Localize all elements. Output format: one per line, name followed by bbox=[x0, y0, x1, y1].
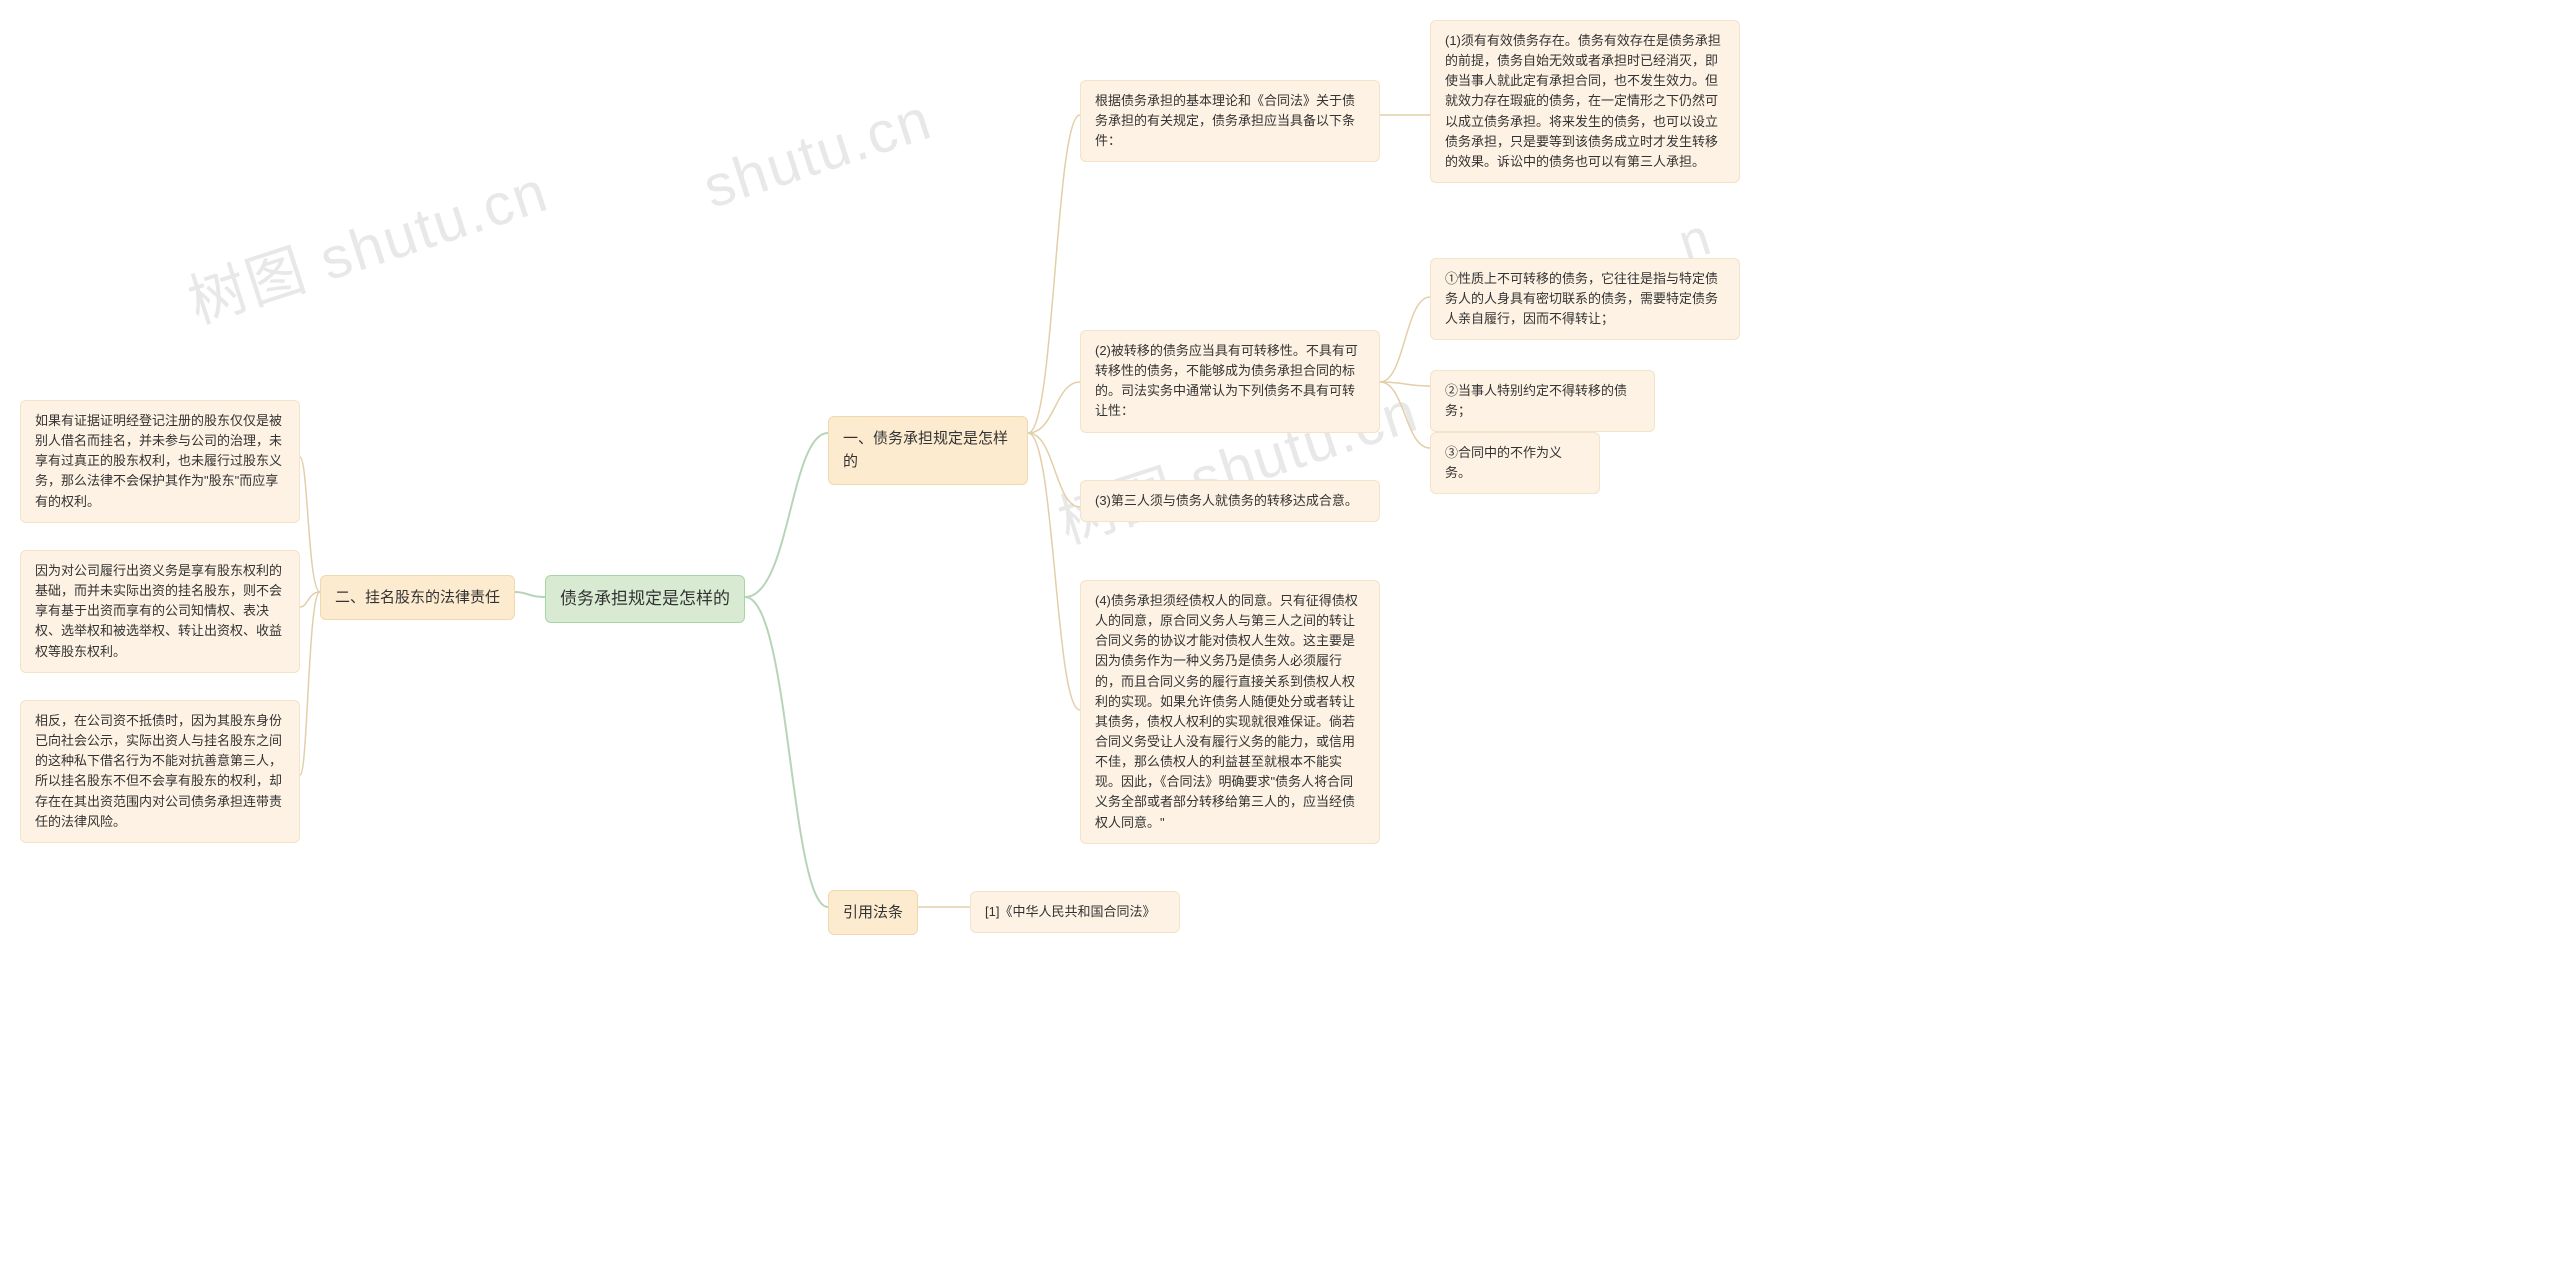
branch-r1: 一、债务承担规定是怎样的 bbox=[828, 416, 1028, 485]
branch-r2: 引用法条 bbox=[828, 890, 918, 935]
node-r2a: [1]《中华人民共和国合同法》 bbox=[970, 891, 1180, 933]
watermark: shutu.cn bbox=[695, 85, 939, 221]
node-r1a: 根据债务承担的基本理论和《合同法》关于债务承担的有关规定，债务承担应当具备以下条… bbox=[1080, 80, 1380, 162]
node-r1a1: (1)须有有效债务存在。债务有效存在是债务承担的前提，债务自始无效或者承担时已经… bbox=[1430, 20, 1740, 183]
node-r1b2: ②当事人特别约定不得转移的债务； bbox=[1430, 370, 1655, 432]
watermark: 树图 shutu.cn bbox=[176, 144, 557, 339]
node-r1b1: ①性质上不可转移的债务，它往往是指与特定债务人的人身具有密切联系的债务，需要特定… bbox=[1430, 258, 1740, 340]
node-r1b: (2)被转移的债务应当具有可转移性。不具有可转移性的债务，不能够成为债务承担合同… bbox=[1080, 330, 1380, 433]
node-r1c: (3)第三人须与债务人就债务的转移达成合意。 bbox=[1080, 480, 1380, 522]
node-l1b: 因为对公司履行出资义务是享有股东权利的基础，而并未实际出资的挂名股东，则不会享有… bbox=[20, 550, 300, 673]
branch-l1: 二、挂名股东的法律责任 bbox=[320, 575, 515, 620]
node-r1d: (4)债务承担须经债权人的同意。只有征得债权人的同意，原合同义务人与第三人之间的… bbox=[1080, 580, 1380, 844]
node-l1a: 如果有证据证明经登记注册的股东仅仅是被别人借名而挂名，并未参与公司的治理，未享有… bbox=[20, 400, 300, 523]
node-l1c: 相反，在公司资不抵债时，因为其股东身份已向社会公示，实际出资人与挂名股东之间的这… bbox=[20, 700, 300, 843]
root-node: 债务承担规定是怎样的 bbox=[545, 575, 745, 623]
node-r1b3: ③合同中的不作为义务。 bbox=[1430, 432, 1600, 494]
